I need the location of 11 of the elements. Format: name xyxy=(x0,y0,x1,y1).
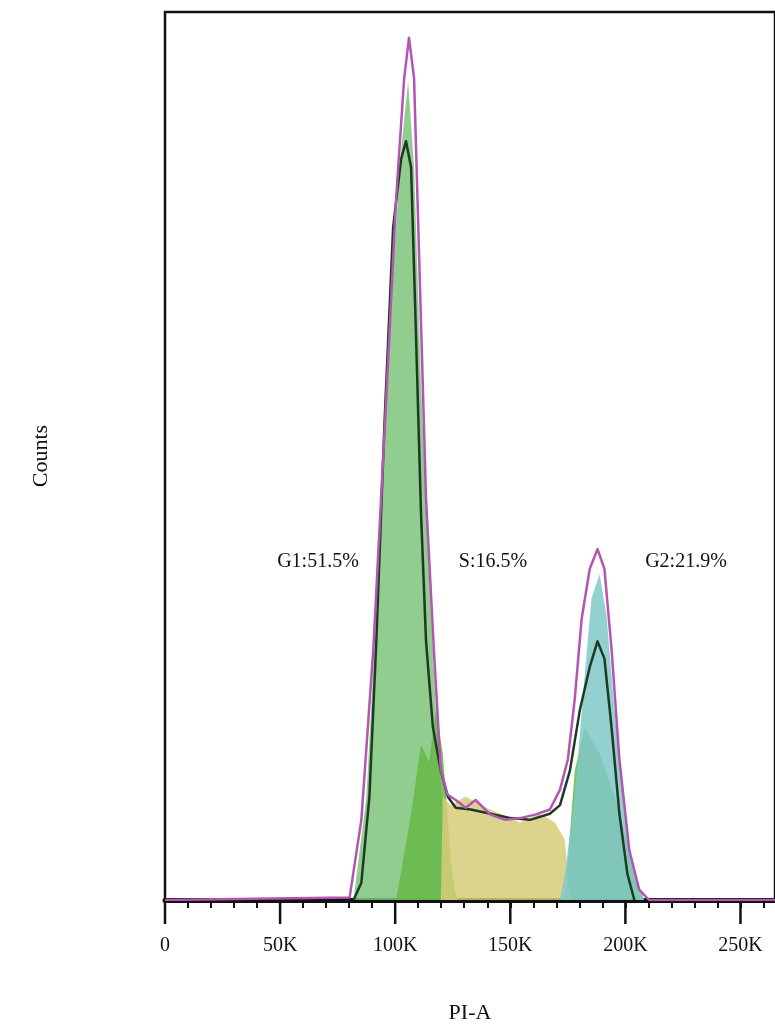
x-axis-title: PI-A xyxy=(448,998,492,1024)
x-tick-label: 50K xyxy=(262,933,298,955)
x-tick-label: 100K xyxy=(372,933,418,955)
x-tick-label: 250K xyxy=(718,933,764,955)
x-tick-label: 150K xyxy=(488,933,534,955)
x-tick-label: 200K xyxy=(603,933,649,955)
annotation: G2:21.9% xyxy=(645,549,727,571)
annotation: S:16.5% xyxy=(458,549,528,571)
x-tick-label: 0 xyxy=(160,933,170,955)
annotation: G1:51.5% xyxy=(277,549,359,571)
y-axis-title: Counts xyxy=(26,424,52,488)
